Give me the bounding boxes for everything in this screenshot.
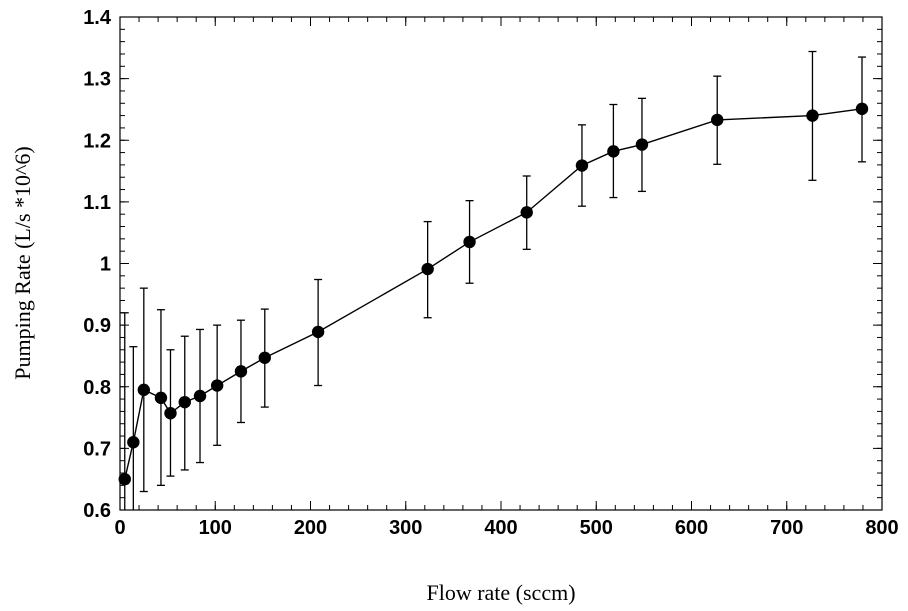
data-point — [164, 407, 177, 420]
x-tick-label: 600 — [675, 517, 708, 539]
data-point — [193, 389, 207, 403]
data-point — [258, 351, 271, 364]
data-point — [421, 262, 434, 276]
x-tick-label: 100 — [199, 517, 232, 539]
y-tick-label: 1.2 — [83, 130, 111, 152]
x-axis-title: Flow rate (sccm) — [426, 580, 575, 605]
data-point — [635, 138, 649, 151]
x-tick-label: 0 — [114, 517, 125, 539]
axis-ticks — [119, 16, 883, 511]
x-tick-label: 400 — [484, 517, 517, 539]
data-point — [210, 379, 224, 392]
y-tick-label: 1.4 — [83, 7, 112, 29]
x-tick-label: 700 — [770, 517, 803, 539]
data-point — [234, 365, 248, 378]
data-point — [118, 472, 131, 486]
series-line — [124, 108, 863, 480]
data-point — [463, 235, 476, 249]
data-series — [118, 50, 869, 510]
data-point — [607, 145, 620, 158]
data-point — [711, 113, 724, 127]
data-point — [855, 102, 869, 116]
y-tick-label: 1.3 — [83, 69, 111, 91]
data-point — [575, 159, 589, 172]
data-point — [520, 206, 533, 219]
y-tick-label: 1.1 — [83, 192, 111, 214]
x-tick-label: 300 — [389, 517, 422, 539]
data-point — [311, 325, 325, 339]
y-tick-label: 0.7 — [83, 438, 111, 460]
data-point — [137, 383, 151, 397]
x-axis-tick-labels: 0 100 200 300 400 500 600 700 800 — [114, 517, 898, 539]
y-tick-label: 0.6 — [83, 500, 111, 522]
x-tick-label: 200 — [294, 517, 327, 539]
plot-frame — [119, 16, 883, 511]
x-tick-label: 800 — [865, 517, 898, 539]
data-point — [127, 436, 140, 449]
y-axis-title: Pumping Rate (L/s *10^6) — [10, 146, 35, 379]
y-axis-tick-labels: 0.6 0.7 0.8 0.9 1 1.1 1.2 1.3 1.4 — [83, 7, 112, 522]
data-point — [154, 391, 168, 405]
y-tick-label: 0.9 — [83, 315, 111, 337]
x-tick-label: 500 — [580, 517, 613, 539]
y-tick-label: 1 — [100, 254, 111, 276]
data-point — [178, 395, 191, 409]
y-tick-label: 0.8 — [83, 377, 111, 399]
data-point — [806, 109, 819, 122]
